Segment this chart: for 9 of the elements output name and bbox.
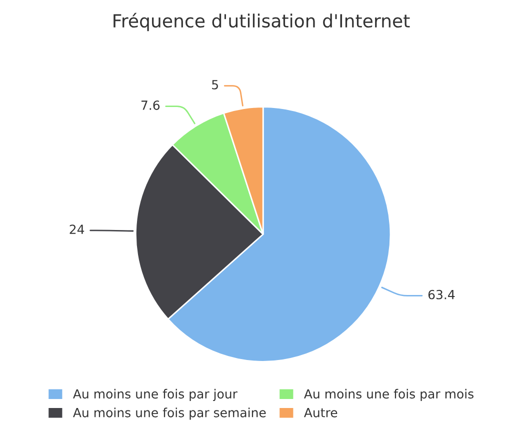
legend-label: Au moins une fois par semaine [73,408,266,420]
data-label: 5 [212,80,218,90]
data-label: 24 [70,224,84,234]
chart-title: Fréquence d'utilisation d'Internet [114,12,410,32]
data-label: 7.6 [141,100,160,110]
legend-label: Autre [304,408,338,418]
data-label: 63.4 [428,290,455,300]
legend-label: Au moins une fois par mois [304,388,474,402]
legend-label: Au moins une fois par jour [73,388,238,402]
